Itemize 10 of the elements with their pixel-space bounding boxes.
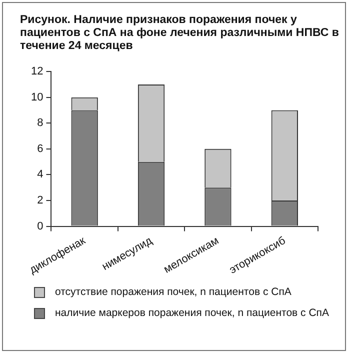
chart-title: Рисунок. Наличие признаков поражения почек у пациентов с СпА на фоне лечения различными НПВС в течение 24 месяцев — [20, 14, 340, 53]
y-tick-label: 12 — [30, 66, 44, 78]
y-tick-label: 0 — [37, 220, 44, 232]
y-tick-label: 6 — [37, 142, 44, 155]
y-tick-label: 2 — [37, 194, 44, 207]
legend-label: наличие маркеров поражения почек, n пациентов с СпА — [55, 307, 329, 319]
y-tick-label: 4 — [37, 168, 44, 181]
y-tick-label: 8 — [37, 117, 44, 130]
legend-label: отсутствие поражения почек, n пациентов с СпА — [55, 286, 292, 298]
y-tick-label: 10 — [30, 91, 44, 104]
